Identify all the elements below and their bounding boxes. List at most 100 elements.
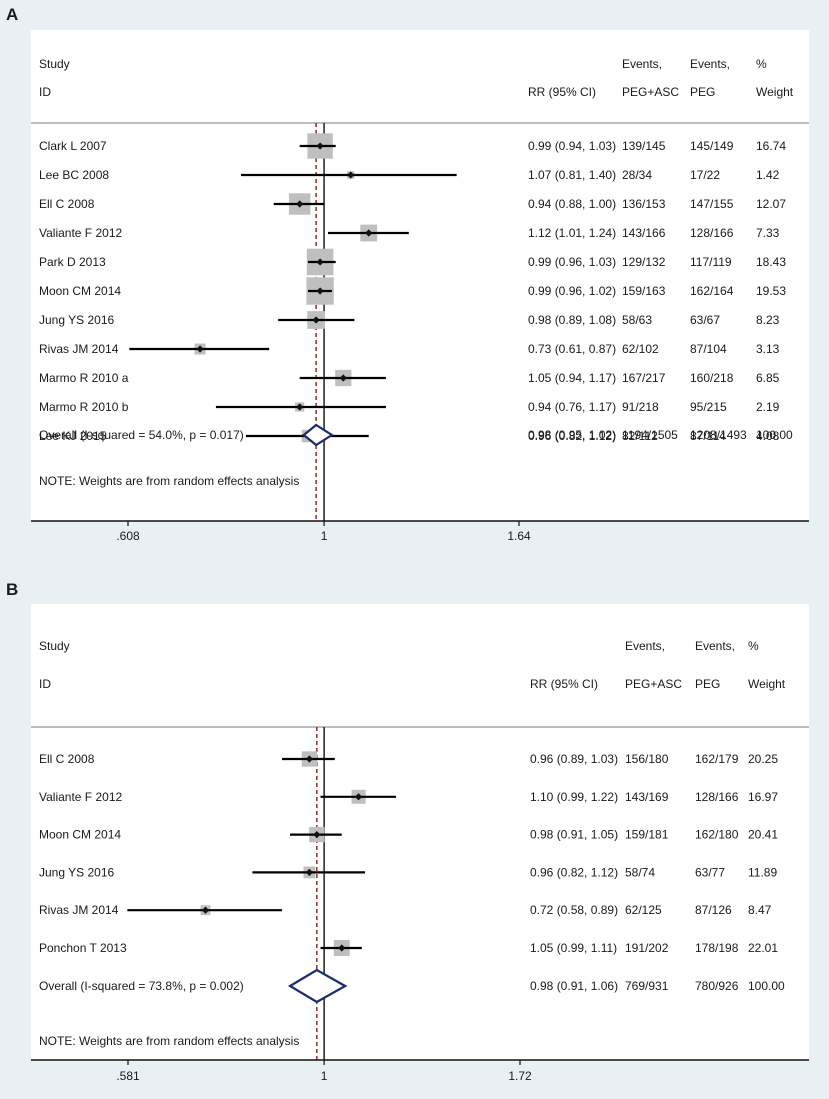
x-tick-label: 1.64 bbox=[507, 529, 531, 543]
point-estimate bbox=[347, 171, 355, 179]
events-peg: 117/119 bbox=[690, 255, 732, 269]
events-peg-asc: 82/112 bbox=[622, 429, 658, 443]
rr-ci-value: 0.96 (0.82, 1.12) bbox=[528, 429, 616, 443]
events-peg-asc: 159/163 bbox=[622, 284, 666, 298]
header-weight-2: Weight bbox=[756, 85, 794, 99]
weight-value: 8.47 bbox=[748, 903, 772, 917]
point-estimate bbox=[296, 200, 304, 208]
study-label: Valiante F 2012 bbox=[39, 790, 122, 804]
rr-ci-value: 0.72 (0.58, 0.89) bbox=[530, 903, 618, 917]
overall-events-peg: 780/926 bbox=[695, 979, 739, 993]
weight-value: 12.07 bbox=[756, 197, 786, 211]
events-peg: 87/104 bbox=[690, 342, 727, 356]
weight-value: 18.43 bbox=[756, 255, 786, 269]
study-row: Jung YS 2016 0.96 (0.82, 1.12) 58/74 63/77 1… bbox=[39, 865, 777, 879]
events-peg-asc: 156/180 bbox=[625, 752, 669, 766]
point-estimate bbox=[313, 831, 321, 839]
point-estimate bbox=[305, 868, 313, 876]
header-id: ID bbox=[39, 677, 51, 691]
weight-value: 1.42 bbox=[756, 168, 780, 182]
rr-ci-value: 0.99 (0.96, 1.02) bbox=[528, 284, 616, 298]
study-label: Lee BC 2008 bbox=[39, 168, 109, 182]
overall-events-peg-asc: 1194/1505 bbox=[622, 428, 678, 442]
rr-ci-value: 0.96 (0.82, 1.12) bbox=[530, 865, 618, 879]
events-peg-asc: 58/63 bbox=[622, 313, 652, 327]
point-estimate bbox=[316, 258, 324, 266]
weight-value: 6.85 bbox=[756, 371, 780, 385]
rr-ci-value: 1.12 (1.01, 1.24) bbox=[528, 226, 616, 240]
header-weight-1: % bbox=[748, 639, 759, 653]
header-events-peg-asc-2: PEG+ASC bbox=[622, 85, 679, 99]
header-events-peg-1: Events, bbox=[690, 57, 730, 71]
overall-weight: 100.00 bbox=[748, 979, 785, 993]
events-peg: 145/149 bbox=[690, 139, 734, 153]
x-tick-label: .608 bbox=[116, 529, 140, 543]
study-label: Ell C 2008 bbox=[39, 197, 95, 211]
events-peg: 87/126 bbox=[695, 903, 732, 917]
study-row: Valiante F 2012 1.12 (1.01, 1.24) 143/166 1… bbox=[39, 224, 780, 242]
rr-ci-value: 0.98 (0.89, 1.08) bbox=[528, 313, 616, 327]
events-peg-asc: 167/217 bbox=[622, 371, 666, 385]
weight-value: 7.33 bbox=[756, 226, 780, 240]
events-peg-asc: 28/34 bbox=[622, 168, 652, 182]
point-estimate bbox=[305, 755, 313, 763]
panel-a-plot-area bbox=[31, 30, 809, 521]
study-label: Ell C 2008 bbox=[39, 752, 95, 766]
events-peg: 87/114 bbox=[690, 429, 726, 443]
study-label: Marmo R 2010 a bbox=[39, 371, 129, 385]
study-row: Jung YS 2016 0.98 (0.89, 1.08) 58/63 63/67 8… bbox=[39, 311, 780, 329]
x-tick-label: 1.72 bbox=[508, 1069, 532, 1083]
point-estimate bbox=[196, 345, 204, 353]
header-rr-ci: RR (95% CI) bbox=[530, 677, 598, 691]
events-peg-asc: 62/125 bbox=[625, 903, 662, 917]
rr-ci-value: 1.07 (0.81, 1.40) bbox=[528, 168, 616, 182]
overall-row: Overall (I-squared = 54.0%, p = 0.017) 0.… bbox=[39, 423, 793, 447]
weight-value: 11.89 bbox=[748, 865, 777, 879]
study-label: Moon CM 2014 bbox=[39, 284, 121, 298]
overall-label: Overall (I-squared = 54.0%, p = 0.017) bbox=[39, 428, 244, 442]
header-events-peg-1: Events, bbox=[695, 639, 735, 653]
weight-value: 3.13 bbox=[756, 342, 780, 356]
study-row: Park D 2013 0.99 (0.96, 1.03) 129/132 117/1… bbox=[39, 248, 786, 276]
weights-note: NOTE: Weights are from random effects an… bbox=[39, 474, 299, 488]
study-row: Rivas JM 2014 0.73 (0.61, 0.87) 62/102 87/1… bbox=[39, 342, 780, 356]
study-row: Ell C 2008 0.96 (0.89, 1.03) 156/180 162/17… bbox=[39, 751, 778, 767]
events-peg: 128/166 bbox=[695, 790, 739, 804]
x-tick-label: 1 bbox=[321, 529, 328, 543]
events-peg-asc: 136/153 bbox=[622, 197, 666, 211]
header-study: Study bbox=[39, 639, 70, 653]
rr-ci-value: 0.96 (0.89, 1.03) bbox=[530, 752, 618, 766]
study-label: Marmo R 2010 b bbox=[39, 400, 129, 414]
events-peg: 162/179 bbox=[695, 752, 739, 766]
study-row: Lee BC 2008 1.07 (0.81, 1.40) 28/34 17/22 1.… bbox=[39, 168, 780, 182]
panel-b-letter: B bbox=[6, 580, 19, 599]
x-tick-label: 1 bbox=[321, 1069, 328, 1083]
overall-weight: 100.00 bbox=[756, 428, 793, 442]
point-estimate bbox=[338, 944, 346, 952]
events-peg: 63/67 bbox=[690, 313, 720, 327]
events-peg-asc: 139/145 bbox=[622, 139, 666, 153]
weight-value: 4.08 bbox=[756, 429, 780, 443]
header-rr-ci: RR (95% CI) bbox=[528, 85, 596, 99]
events-peg-asc: 159/181 bbox=[625, 828, 669, 842]
header-study: Study bbox=[39, 57, 70, 71]
study-row: Moon CM 2014 0.99 (0.96, 1.02) 159/163 162/… bbox=[39, 277, 786, 305]
events-peg: 178/198 bbox=[695, 941, 739, 955]
study-row: Ponchon T 2013 1.05 (0.99, 1.11) 191/202 17… bbox=[39, 940, 778, 956]
rr-ci-value: 0.99 (0.96, 1.03) bbox=[528, 255, 616, 269]
header-events-peg-asc-1: Events, bbox=[622, 57, 662, 71]
overall-events-peg: 1208/1493 bbox=[690, 428, 747, 442]
point-estimate bbox=[312, 316, 320, 324]
point-estimate bbox=[296, 403, 304, 411]
events-peg: 162/164 bbox=[690, 284, 734, 298]
rr-ci-value: 1.05 (0.94, 1.17) bbox=[528, 371, 616, 385]
header-id: ID bbox=[39, 85, 51, 99]
header-events-peg-asc-1: Events, bbox=[625, 639, 665, 653]
events-peg: 128/166 bbox=[690, 226, 734, 240]
point-estimate bbox=[354, 793, 363, 801]
x-tick-label: .581 bbox=[116, 1069, 140, 1083]
overall-rr-ci: 0.98 (0.95, 1.02) bbox=[528, 428, 616, 442]
rr-ci-value: 0.94 (0.88, 1.00) bbox=[528, 197, 616, 211]
header-events-peg-asc-2: PEG+ASC bbox=[625, 677, 682, 691]
weight-value: 20.25 bbox=[748, 752, 778, 766]
